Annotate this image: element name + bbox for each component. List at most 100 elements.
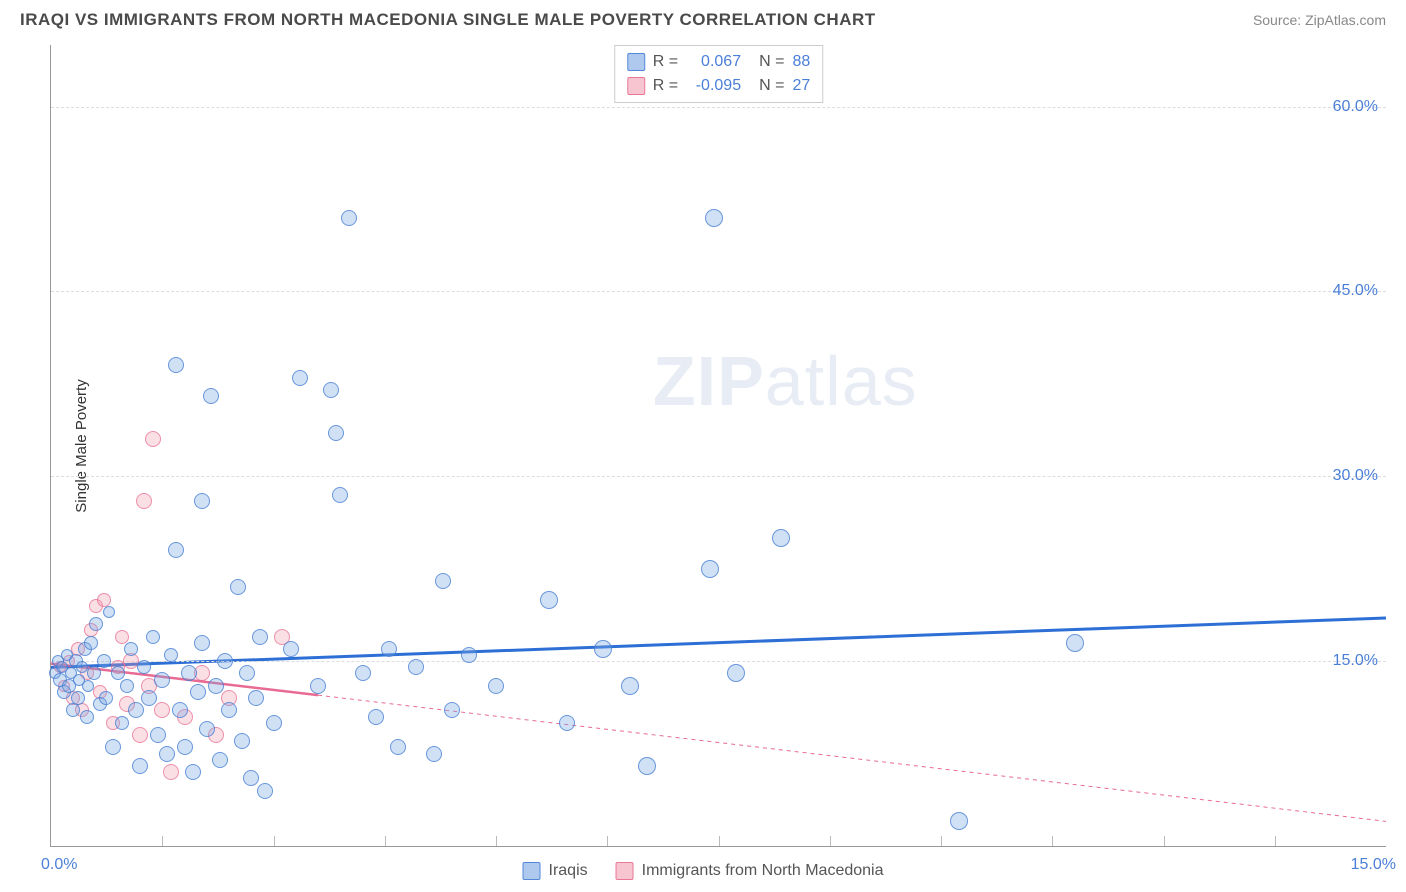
data-point-blue: [185, 764, 201, 780]
n-label-2: N =: [759, 74, 784, 98]
data-point-blue: [621, 677, 639, 695]
data-point-blue: [181, 665, 197, 681]
data-point-blue: [190, 684, 206, 700]
x-grid-tick: [274, 836, 275, 846]
n-label-1: N =: [759, 50, 784, 74]
grid-line-h: [51, 661, 1386, 662]
r-value-2: -0.095: [686, 74, 741, 98]
data-point-blue: [381, 641, 397, 657]
data-point-blue: [323, 382, 339, 398]
data-point-blue: [257, 783, 273, 799]
trend-lines-svg: [51, 45, 1386, 846]
data-point-blue: [141, 690, 157, 706]
data-point-blue: [221, 702, 237, 718]
data-point-blue: [310, 678, 326, 694]
data-point-blue: [168, 357, 184, 373]
data-point-pink: [163, 764, 179, 780]
data-point-blue: [772, 529, 790, 547]
data-point-blue: [283, 641, 299, 657]
x-tick-max: 15.0%: [1351, 856, 1396, 874]
chart-title: IRAQI VS IMMIGRANTS FROM NORTH MACEDONIA…: [20, 10, 876, 30]
n-value-1: 88: [792, 50, 810, 74]
legend-row-pink: R = -0.095 N = 27: [627, 74, 810, 98]
data-point-blue: [559, 715, 575, 731]
chart-header: IRAQI VS IMMIGRANTS FROM NORTH MACEDONIA…: [0, 0, 1406, 38]
grid-line-h: [51, 476, 1386, 477]
data-point-blue: [159, 746, 175, 762]
data-point-pink: [132, 727, 148, 743]
data-point-blue: [488, 678, 504, 694]
data-point-blue: [355, 665, 371, 681]
data-point-blue: [105, 739, 121, 755]
x-grid-tick: [941, 836, 942, 846]
data-point-blue: [128, 702, 144, 718]
watermark-zip: ZIP: [653, 342, 765, 420]
x-grid-tick: [830, 836, 831, 846]
x-grid-tick: [1275, 836, 1276, 846]
data-point-blue: [266, 715, 282, 731]
data-point-blue: [234, 733, 250, 749]
data-point-blue: [701, 560, 719, 578]
data-point-blue: [426, 746, 442, 762]
data-point-blue: [172, 702, 188, 718]
data-point-blue: [727, 664, 745, 682]
data-point-blue: [638, 757, 656, 775]
y-tick-label: 60.0%: [1333, 98, 1378, 116]
y-tick-label: 45.0%: [1333, 282, 1378, 300]
chart-plot-area: ZIPatlas R = 0.067 N = 88 R = -0.095 N =…: [50, 45, 1386, 847]
data-point-blue: [82, 680, 94, 692]
n-value-2: 27: [792, 74, 810, 98]
legend-swatch-pink-icon: [616, 862, 634, 880]
data-point-blue: [950, 812, 968, 830]
data-point-blue: [444, 702, 460, 718]
grid-line-h: [51, 291, 1386, 292]
data-point-blue: [194, 493, 210, 509]
data-point-blue: [705, 209, 723, 227]
data-point-blue: [461, 647, 477, 663]
legend-item-pink: Immigrants from North Macedonia: [616, 862, 884, 880]
series-legend: Iraqis Immigrants from North Macedonia: [523, 862, 884, 880]
data-point-blue: [408, 659, 424, 675]
data-point-blue: [292, 370, 308, 386]
data-point-blue: [164, 648, 178, 662]
data-point-blue: [199, 721, 215, 737]
x-grid-tick: [607, 836, 608, 846]
data-point-blue: [115, 716, 129, 730]
correlation-legend: R = 0.067 N = 88 R = -0.095 N = 27: [614, 45, 823, 103]
data-point-blue: [168, 542, 184, 558]
data-point-blue: [124, 642, 138, 656]
data-point-blue: [328, 425, 344, 441]
data-point-blue: [154, 672, 170, 688]
data-point-blue: [120, 679, 134, 693]
data-point-blue: [594, 640, 612, 658]
data-point-pink: [145, 431, 161, 447]
data-point-blue: [146, 630, 160, 644]
data-point-blue: [1066, 634, 1084, 652]
data-point-blue: [208, 678, 224, 694]
watermark: ZIPatlas: [653, 341, 918, 421]
data-point-blue: [239, 665, 255, 681]
x-grid-tick: [496, 836, 497, 846]
data-point-blue: [217, 653, 233, 669]
data-point-blue: [137, 660, 151, 674]
swatch-blue-icon: [627, 53, 645, 71]
grid-line-h: [51, 107, 1386, 108]
data-point-blue: [97, 654, 111, 668]
data-point-blue: [243, 770, 259, 786]
x-grid-tick: [385, 836, 386, 846]
data-point-blue: [111, 666, 125, 680]
legend-swatch-blue-icon: [523, 862, 541, 880]
y-tick-label: 30.0%: [1333, 467, 1378, 485]
legend-item-blue: Iraqis: [523, 862, 588, 880]
y-tick-label: 15.0%: [1333, 652, 1378, 670]
data-point-blue: [89, 617, 103, 631]
data-point-blue: [80, 710, 94, 724]
r-value-1: 0.067: [686, 50, 741, 74]
data-point-blue: [132, 758, 148, 774]
x-grid-tick: [1164, 836, 1165, 846]
x-grid-tick: [1052, 836, 1053, 846]
data-point-blue: [341, 210, 357, 226]
data-point-blue: [252, 629, 268, 645]
data-point-blue: [390, 739, 406, 755]
data-point-pink: [136, 493, 152, 509]
